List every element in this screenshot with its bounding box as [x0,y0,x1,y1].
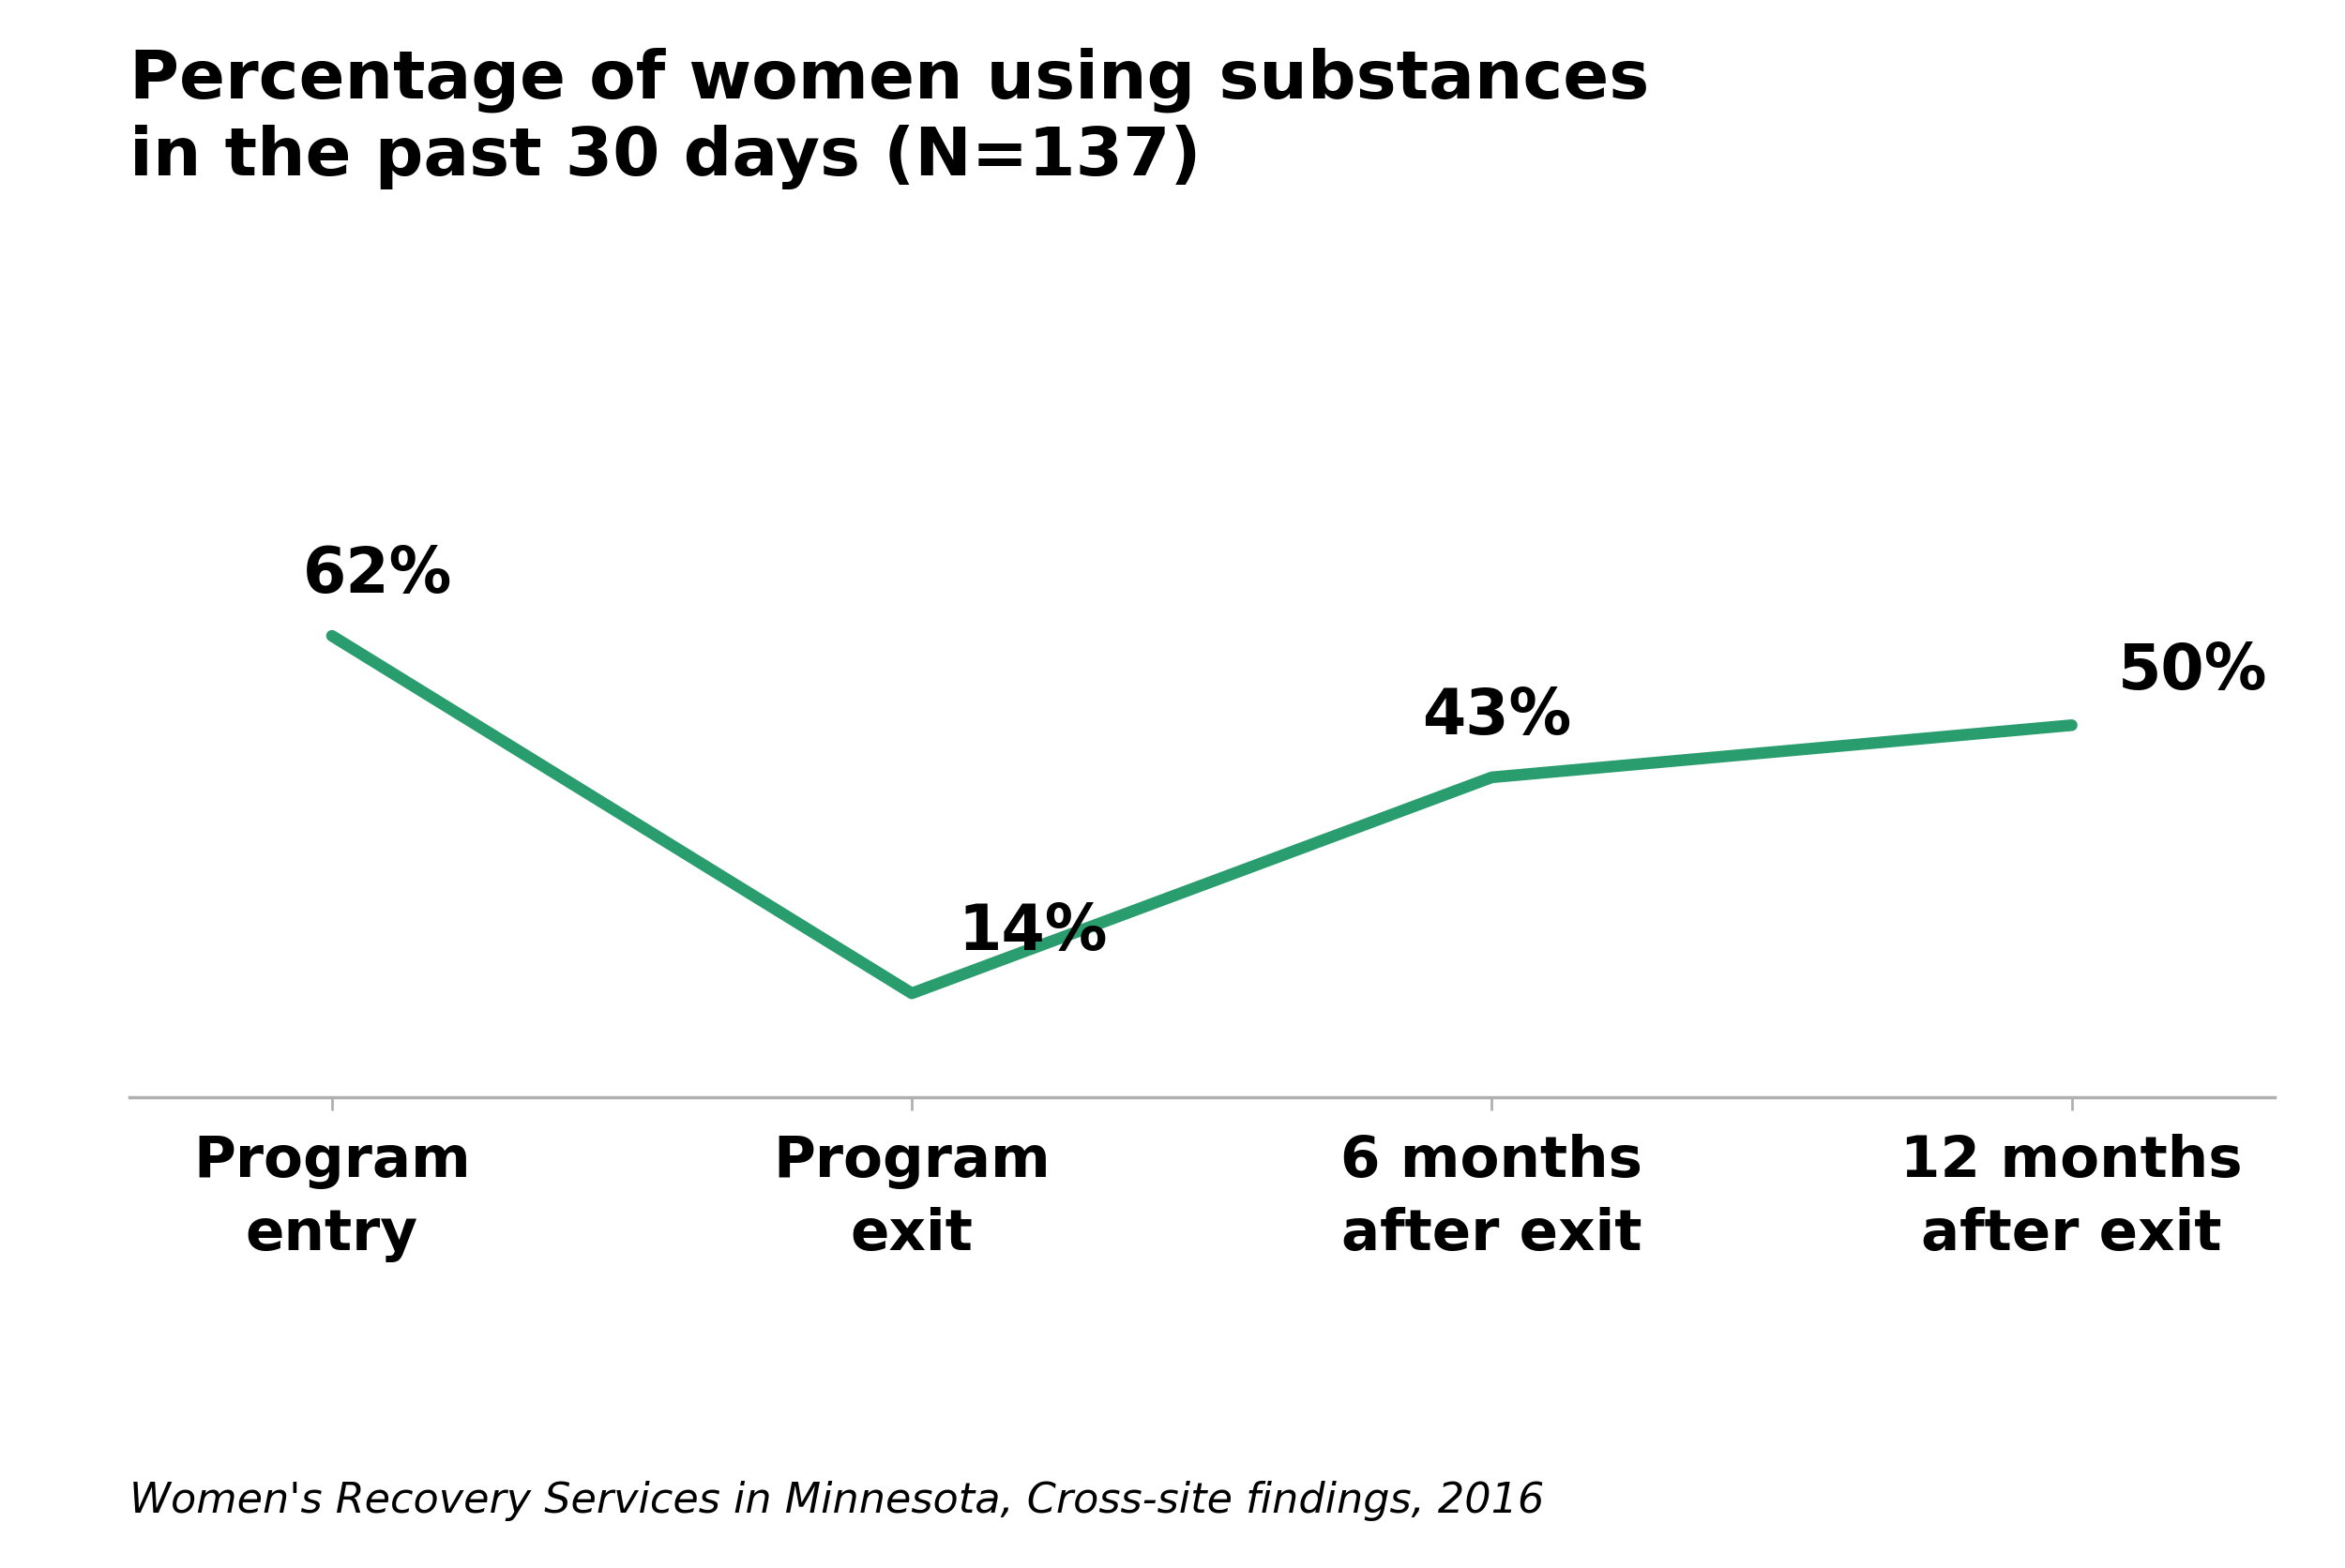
Text: 14%: 14% [959,902,1107,963]
Text: 43%: 43% [1421,685,1571,748]
Text: 50%: 50% [2118,641,2268,702]
Text: Women's Recovery Services in Minnesota, Cross-site findings, 2016: Women's Recovery Services in Minnesota, … [129,1480,1543,1521]
Text: Percentage of women using substances
in the past 30 days (N=137): Percentage of women using substances in … [129,47,1649,190]
Text: 62%: 62% [303,544,453,605]
